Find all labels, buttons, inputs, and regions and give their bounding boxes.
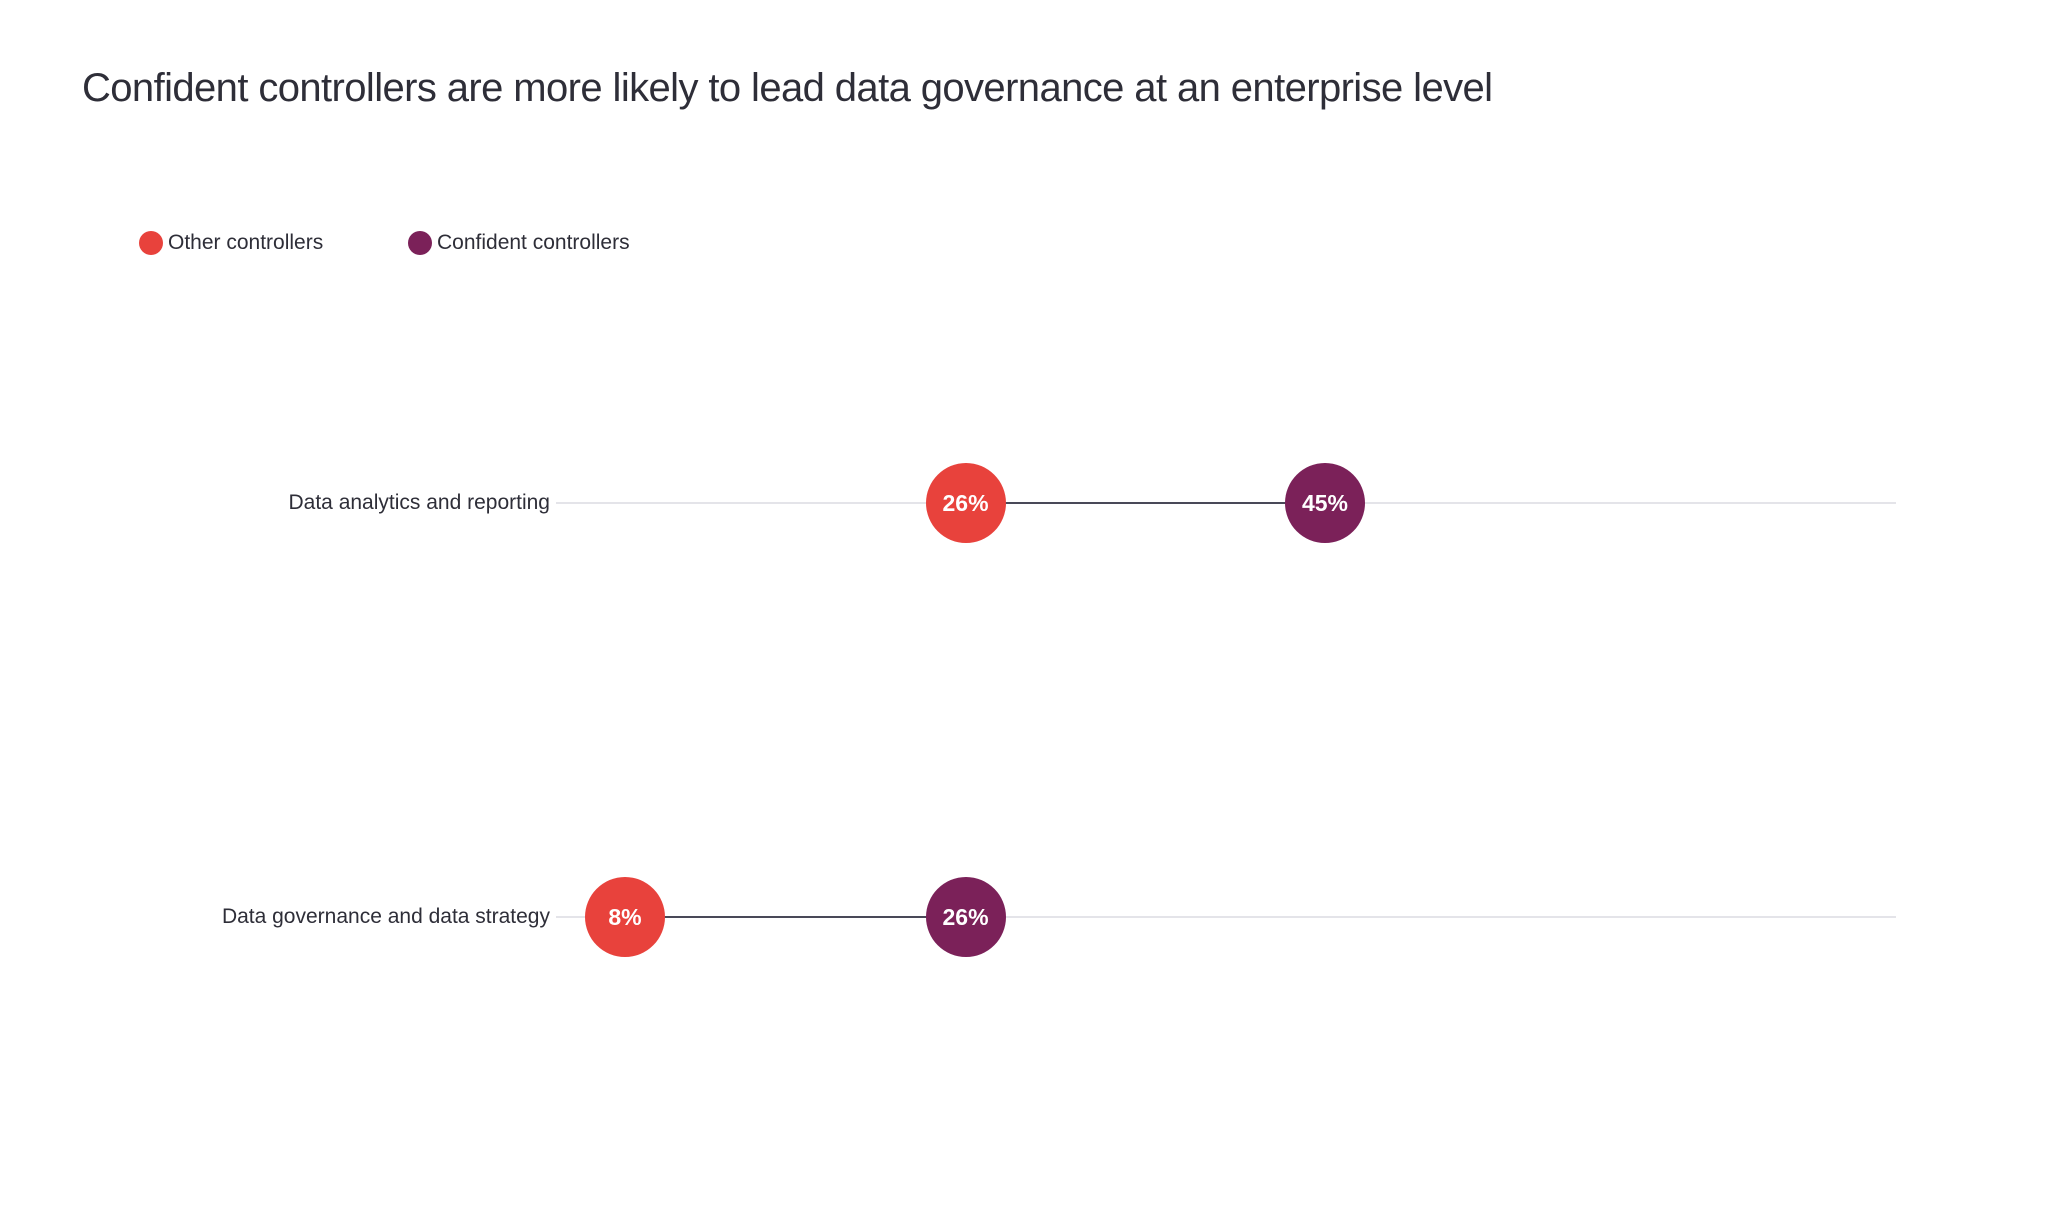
chart-title: Confident controllers are more likely to… (82, 66, 1493, 110)
row-baseline (556, 916, 1896, 918)
legend-swatch-confident-icon (408, 231, 432, 255)
legend-label-other: Other controllers (168, 231, 324, 254)
bubble-other-value: 8% (584, 877, 665, 957)
bubble-other-value: 26% (925, 463, 1006, 543)
dumbbell-row-governance: Data governance and data strategy 8% 26% (0, 877, 2048, 957)
bubble-confident-value: 26% (925, 877, 1006, 957)
dumbbell-connector (624, 916, 966, 918)
category-label: Data governance and data strategy (221, 905, 550, 928)
dumbbell-connector (965, 502, 1325, 504)
legend-label-confident: Confident controllers (437, 231, 630, 254)
legend-item-confident-controllers: Confident controllers (408, 231, 630, 255)
legend-item-other-controllers: Other controllers (139, 231, 323, 255)
dumbbell-row-analytics: Data analytics and reporting 26% 45% (0, 463, 2048, 543)
legend-swatch-other-icon (139, 231, 163, 255)
bubble-confident-value: 45% (1285, 463, 1365, 543)
category-label: Data analytics and reporting (288, 491, 551, 514)
